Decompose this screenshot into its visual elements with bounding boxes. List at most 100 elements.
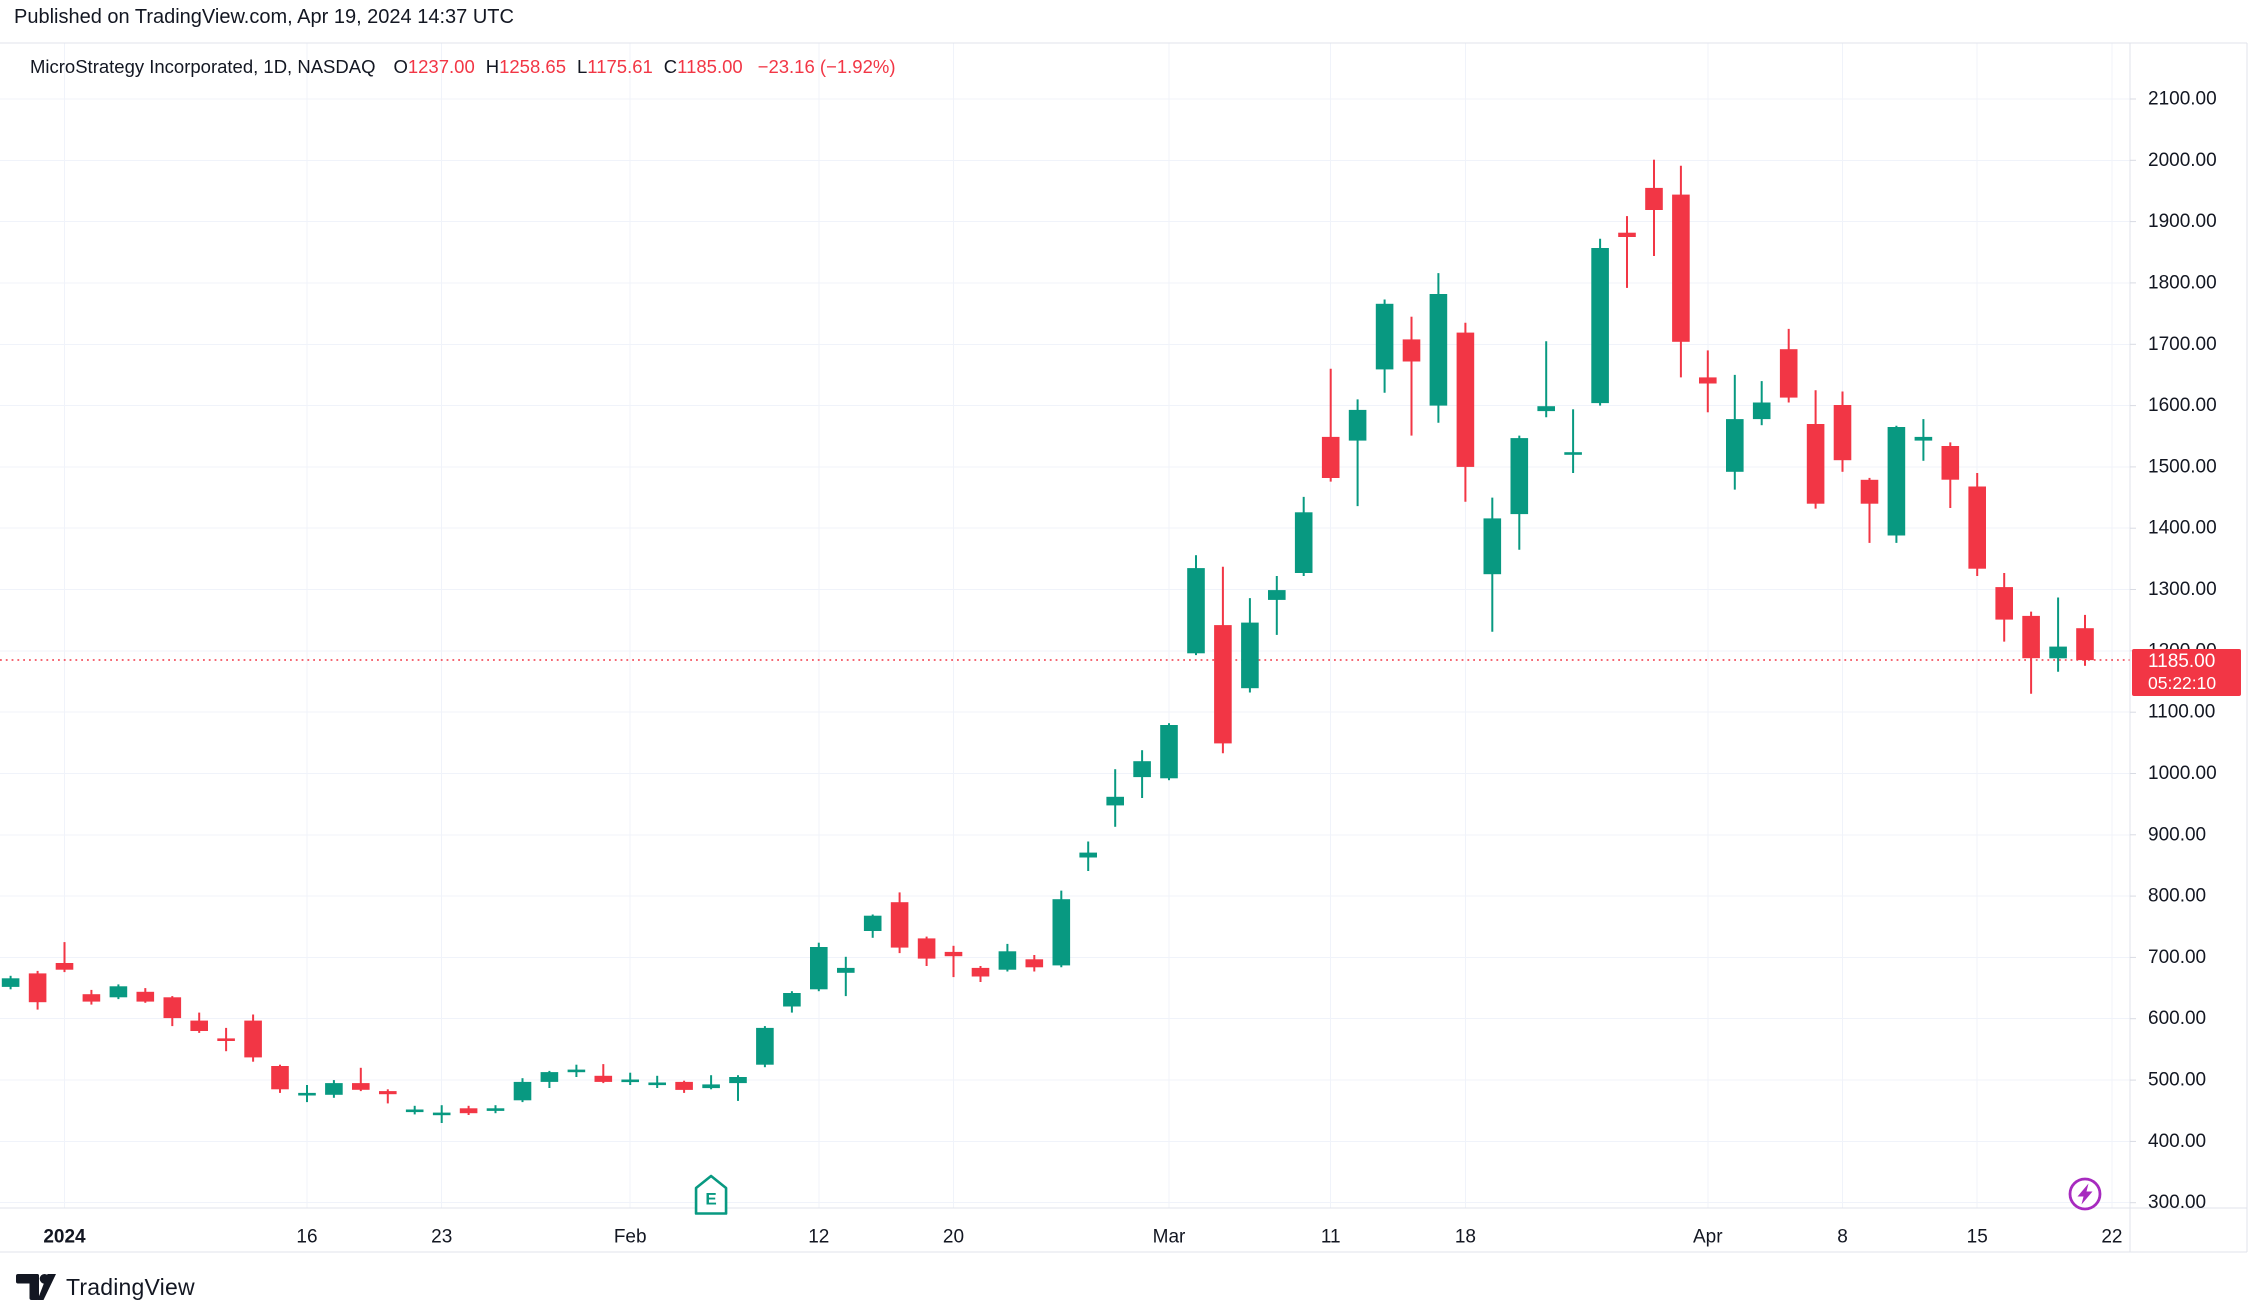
candle — [1348, 399, 1367, 507]
y-axis-label: 1100.00 — [2148, 702, 2215, 723]
candle — [1995, 573, 2013, 642]
candle — [594, 1064, 613, 1084]
candle — [917, 936, 936, 966]
bar-countdown: 05:22:10 — [2148, 673, 2217, 694]
svg-text:E: E — [705, 1190, 716, 1209]
earnings-icon[interactable]: E — [694, 1174, 728, 1215]
published-caption: Published on TradingView.com, Apr 19, 20… — [14, 6, 514, 28]
tradingview-footer-logo[interactable]: TradingView — [16, 1272, 195, 1302]
candle — [190, 1012, 208, 1033]
y-axis-label: 1700.00 — [2148, 334, 2217, 355]
candle — [432, 1105, 451, 1123]
time-axis[interactable]: 2024 16 23 Feb 12 20 Mar 11 18 Apr 8 15 22 — [43, 1227, 2122, 1248]
x-axis-label: Feb — [614, 1227, 647, 1248]
y-axis-label: 400.00 — [2148, 1131, 2206, 1152]
candle — [1429, 273, 1448, 423]
candle — [2049, 597, 2067, 672]
candle — [1887, 425, 1906, 543]
candle — [325, 1080, 343, 1098]
y-axis-label: 900.00 — [2148, 824, 2206, 845]
x-axis-label: 11 — [1321, 1227, 1341, 1248]
y-axis-label: 1400.00 — [2148, 518, 2217, 539]
candle — [1510, 435, 1529, 550]
candle — [271, 1064, 289, 1093]
symbol-title: MicroStrategy Incorporated, 1D, NASDAQ — [30, 56, 376, 77]
y-axis-label: 2000.00 — [2148, 150, 2217, 171]
x-axis-label: 18 — [1455, 1227, 1476, 1248]
candle — [55, 942, 74, 973]
news-flash-icon[interactable] — [2068, 1177, 2102, 1211]
candle — [1941, 442, 1960, 508]
legend-change: −23.16 (−1.92%) — [757, 56, 896, 77]
last-price-label: 1185.00 05:22:10 — [2132, 649, 2241, 696]
y-axis-label: 600.00 — [2148, 1008, 2206, 1029]
candle — [756, 1026, 774, 1068]
candle — [82, 989, 101, 1005]
y-axis-label: 1900.00 — [2148, 211, 2217, 232]
grid — [0, 43, 2130, 1208]
x-axis-label: 23 — [431, 1227, 452, 1248]
candle — [1214, 566, 1232, 754]
candle — [675, 1080, 693, 1093]
candle — [1, 975, 20, 990]
candle — [729, 1075, 747, 1101]
x-axis-label: 8 — [1837, 1227, 1848, 1248]
candle — [1106, 769, 1124, 827]
y-axis-label: 1300.00 — [2148, 579, 2217, 600]
candle — [513, 1078, 532, 1103]
candle — [567, 1064, 586, 1077]
candle — [136, 988, 155, 1003]
y-axis-label: 800.00 — [2148, 886, 2206, 907]
candle — [109, 984, 128, 1000]
candle — [1456, 322, 1475, 502]
candle — [998, 943, 1017, 972]
candle — [1160, 723, 1178, 781]
candle — [1806, 390, 1825, 509]
candle — [1537, 341, 1555, 418]
candle — [1079, 841, 1097, 871]
tradingview-icon — [16, 1274, 56, 1300]
x-axis-label: 20 — [943, 1227, 964, 1248]
candles — [1, 159, 2094, 1123]
candle — [1833, 391, 1852, 472]
candle — [379, 1089, 397, 1104]
candle — [163, 996, 182, 1027]
x-axis-label: 2024 — [43, 1227, 86, 1248]
x-axis-label: Apr — [1693, 1227, 1723, 1248]
candle — [1294, 496, 1313, 576]
candle — [217, 1027, 235, 1052]
legend-open: O1237.00 — [393, 56, 475, 77]
candle — [2022, 611, 2040, 694]
candle — [1321, 368, 1340, 482]
legend-high: H1258.65 — [485, 56, 566, 77]
y-axis-label: 2100.00 — [2148, 89, 2217, 110]
candle — [1752, 381, 1771, 426]
pane-borders — [0, 42, 2248, 1253]
candle — [244, 1014, 262, 1062]
candle — [352, 1067, 370, 1092]
candle — [28, 970, 47, 1010]
x-axis-label: 15 — [1967, 1227, 1988, 1248]
candle — [1268, 576, 1286, 635]
x-axis-label: Mar — [1153, 1227, 1186, 1248]
candle — [1914, 419, 1933, 461]
candle — [1618, 216, 1636, 288]
candle — [810, 942, 828, 992]
candle — [1483, 497, 1502, 632]
candle — [1402, 316, 1421, 436]
candle — [1726, 374, 1744, 490]
candle — [298, 1085, 316, 1103]
candle — [621, 1072, 639, 1085]
y-axis-label: 1800.00 — [2148, 272, 2217, 293]
y-axis-label: 1600.00 — [2148, 395, 2217, 416]
candle — [944, 945, 963, 978]
candle — [1860, 477, 1879, 543]
candle — [1699, 350, 1717, 413]
candle — [459, 1105, 478, 1115]
symbol-legend[interactable]: MicroStrategy Incorporated, 1D, NASDAQ O… — [30, 56, 895, 78]
candle — [837, 956, 855, 997]
tradingview-wordmark: TradingView — [66, 1273, 195, 1300]
candle — [1591, 238, 1609, 406]
